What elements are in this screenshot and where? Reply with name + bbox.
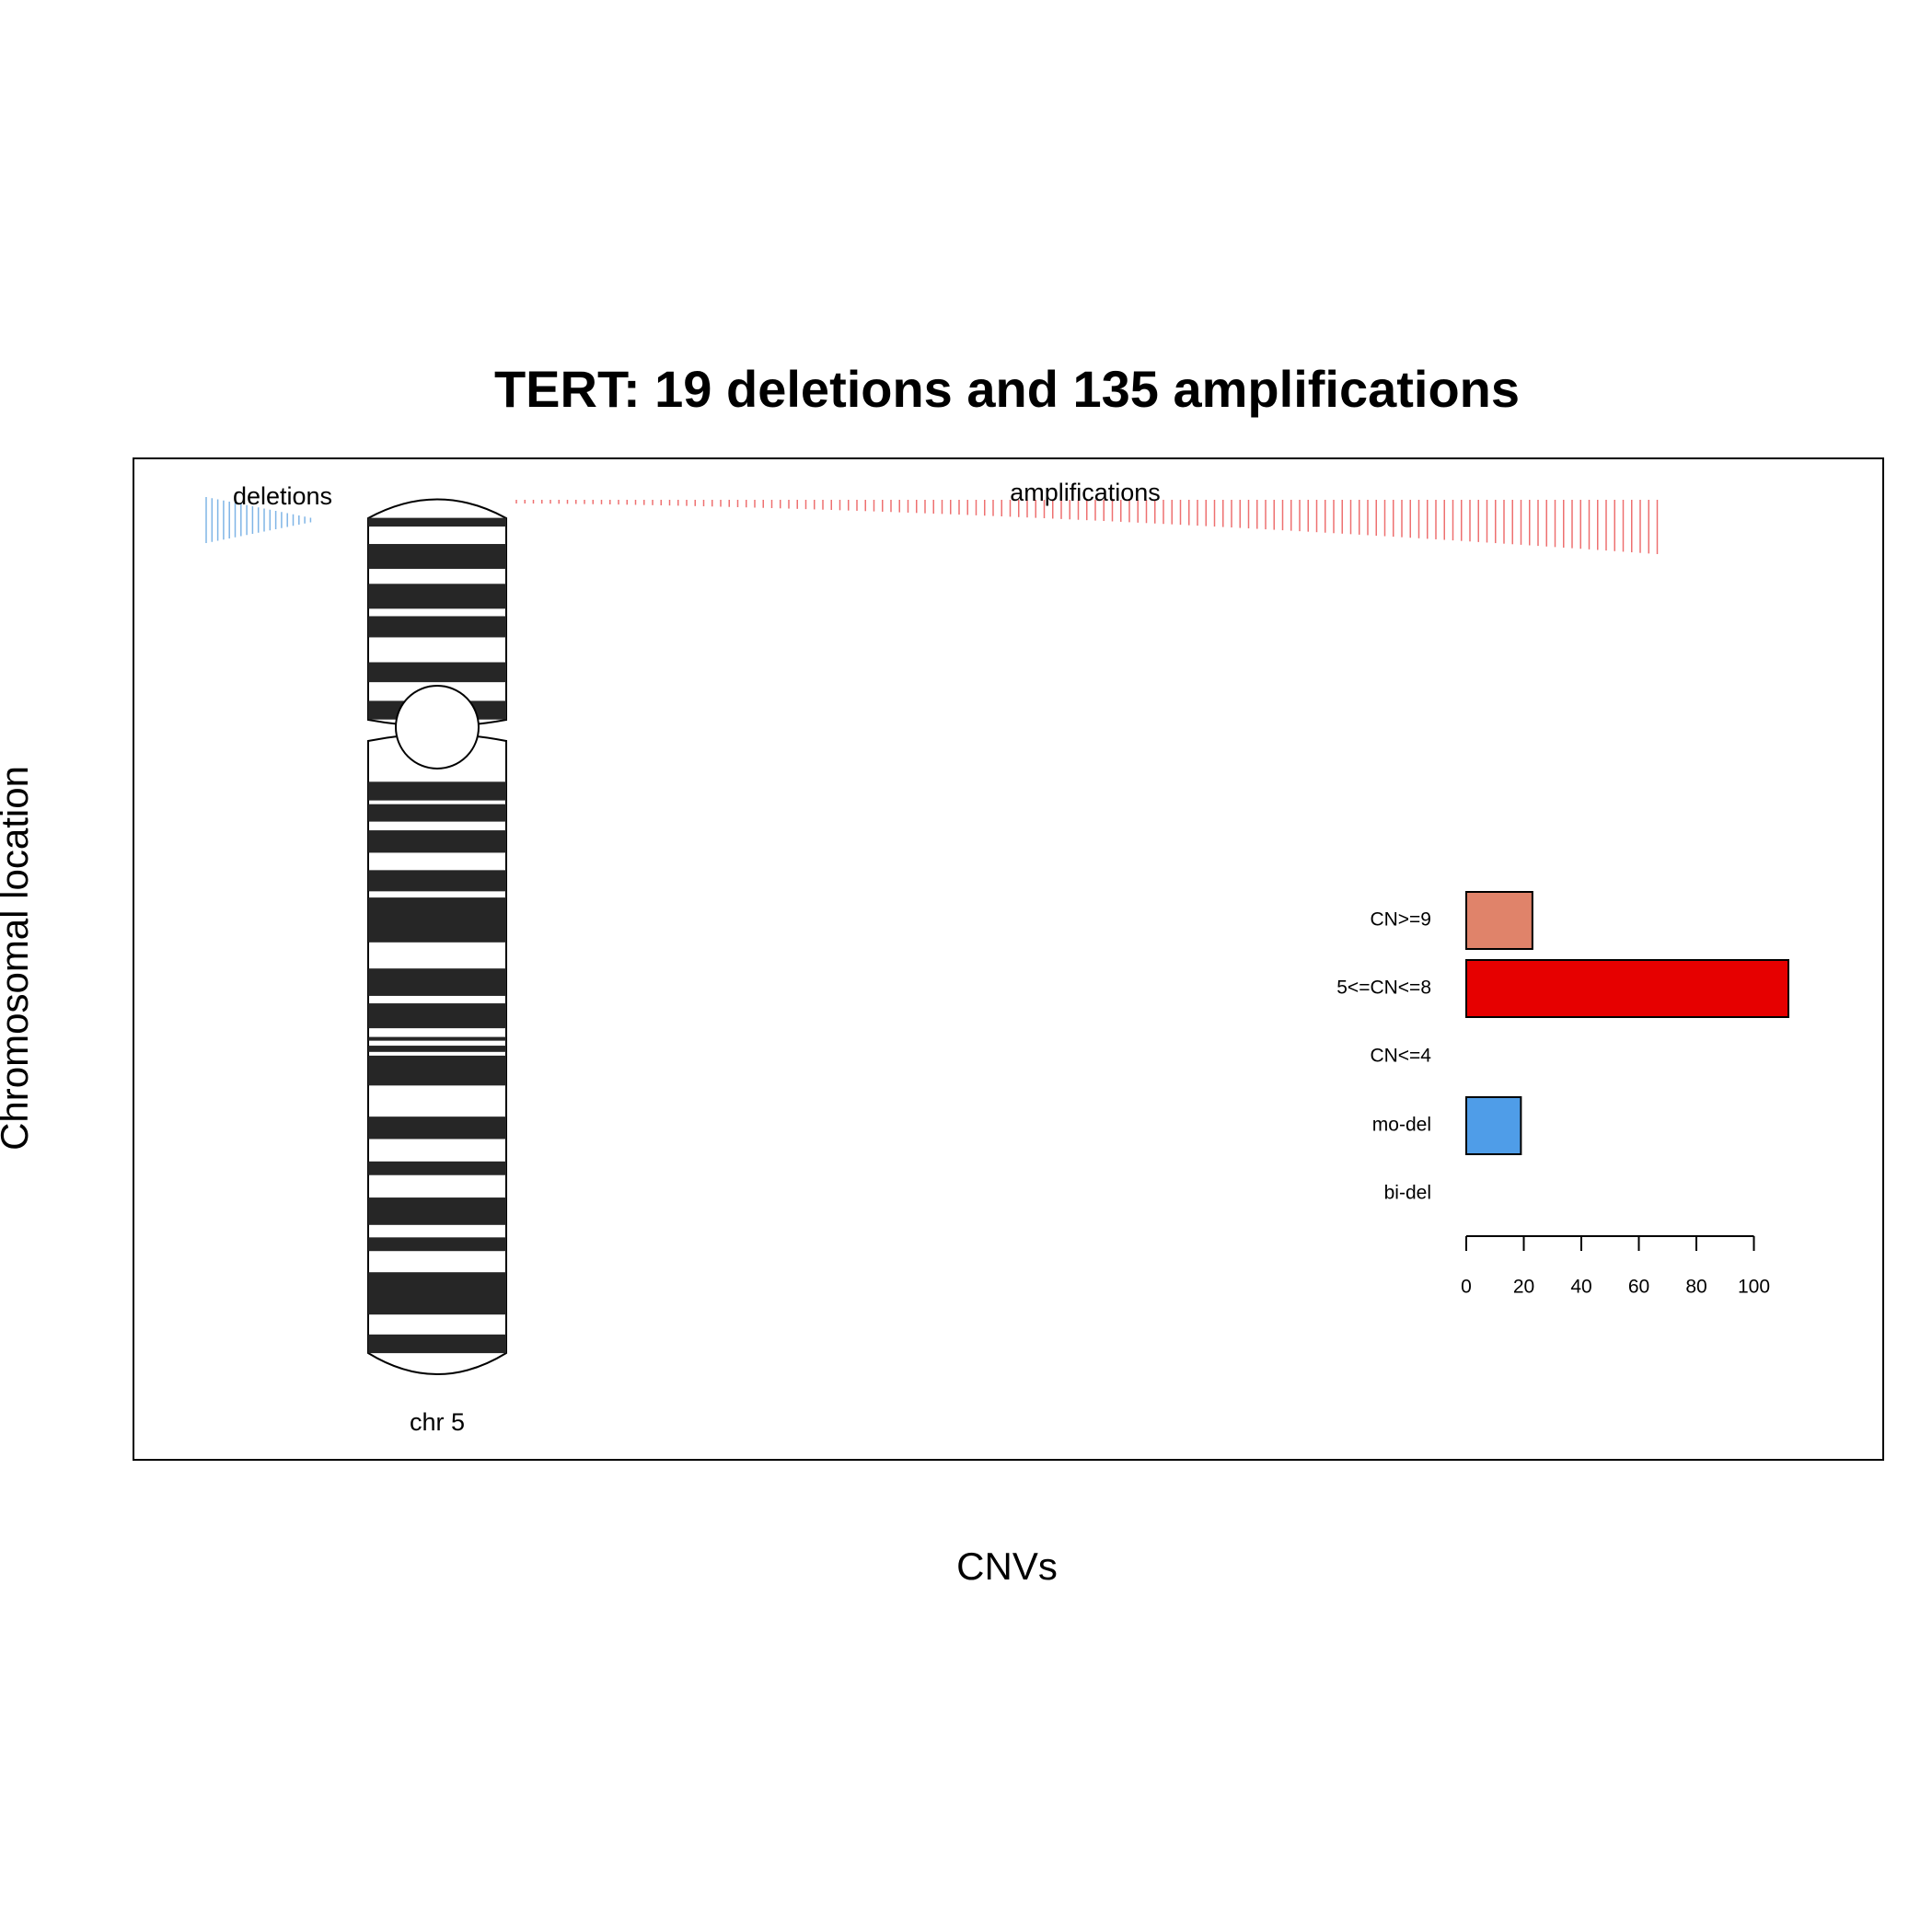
x-tick-label: 0 xyxy=(1461,1277,1472,1298)
cnv-ticks xyxy=(205,497,1659,554)
chrom-band xyxy=(368,1036,506,1041)
chrom-band xyxy=(368,968,506,996)
category-label: bi-del xyxy=(1384,1183,1431,1204)
chrom-band xyxy=(368,1197,506,1225)
y-axis-label: Chromosomal location xyxy=(0,766,36,1151)
x-axis-label: CNVs xyxy=(956,1544,1058,1588)
chrom-band xyxy=(368,544,506,570)
chrom-band xyxy=(368,584,506,609)
chrom-band xyxy=(368,616,506,638)
chrom-band xyxy=(368,870,506,892)
chrom-band xyxy=(368,1055,506,1086)
chrom-band xyxy=(368,662,506,683)
chrom-band xyxy=(368,830,506,853)
centromere xyxy=(395,685,480,769)
amplifications-label: amplifications xyxy=(1010,479,1161,506)
chrom-band xyxy=(368,804,506,822)
chrom-band xyxy=(368,1161,506,1175)
chrom-band xyxy=(368,1046,506,1052)
chrom-band xyxy=(368,1272,506,1315)
chromosome-label: chr 5 xyxy=(410,1408,465,1436)
x-tick-label: 80 xyxy=(1685,1277,1706,1298)
chrom-band xyxy=(368,1334,506,1354)
bar xyxy=(1465,959,1789,1018)
bar xyxy=(1465,891,1533,950)
x-tick-label: 40 xyxy=(1570,1277,1591,1298)
chrom-band xyxy=(368,1237,506,1252)
deletions-label: deletions xyxy=(233,482,332,510)
chrom-band xyxy=(368,1116,506,1140)
chrom-band xyxy=(368,781,506,801)
x-tick-label: 20 xyxy=(1513,1277,1534,1298)
chrom-band xyxy=(368,517,506,527)
chrom-band xyxy=(368,1003,506,1029)
category-label: CN>=9 xyxy=(1370,909,1431,931)
plot-frame xyxy=(133,457,1884,1461)
bar xyxy=(1465,1096,1522,1155)
x-tick-label: 100 xyxy=(1738,1277,1770,1298)
category-label: CN<=4 xyxy=(1370,1046,1431,1067)
chart-title: TERT: 19 deletions and 135 amplification… xyxy=(494,360,1520,418)
category-label: 5<=CN<=8 xyxy=(1336,978,1431,999)
chromosome xyxy=(367,498,507,1375)
chrom-band xyxy=(368,897,506,943)
x-tick-label: 60 xyxy=(1628,1277,1649,1298)
category-label: mo-del xyxy=(1372,1115,1431,1136)
